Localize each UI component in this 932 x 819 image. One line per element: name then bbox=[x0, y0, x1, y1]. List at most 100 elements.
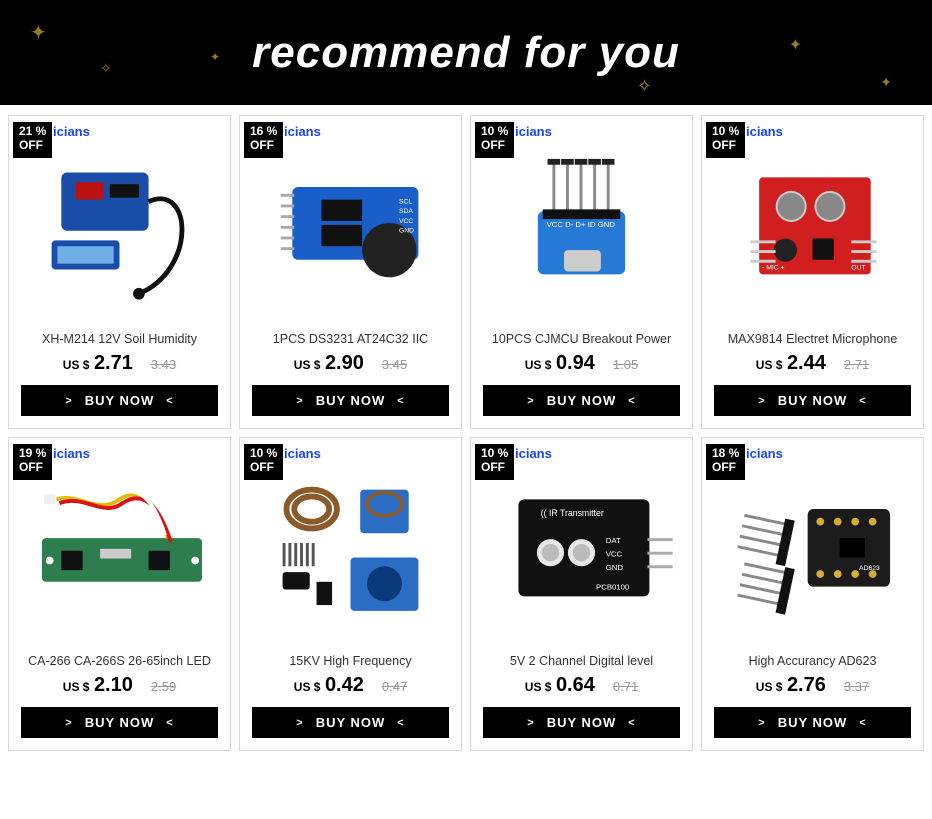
chevron-right-icon: > bbox=[758, 395, 765, 407]
svg-text:VCC: VCC bbox=[399, 218, 413, 225]
chevron-left-icon: < bbox=[397, 717, 404, 729]
currency-label: US $ bbox=[756, 358, 783, 372]
currency-label: US $ bbox=[756, 680, 783, 694]
product-card[interactable]: 18 % OFF icians AD623 High Accu bbox=[701, 437, 924, 751]
watermark-text: icians bbox=[746, 124, 783, 139]
off-label: OFF bbox=[250, 138, 274, 152]
current-price: US $ 2.44 bbox=[756, 352, 826, 375]
discount-badge: 10 % OFF bbox=[706, 122, 745, 158]
buy-label: BUY NOW bbox=[85, 715, 155, 730]
currency-label: US $ bbox=[525, 680, 552, 694]
chevron-left-icon: < bbox=[859, 395, 866, 407]
product-grid: 21 % OFF icians XH-M214 12V Soil Humidit… bbox=[0, 105, 932, 761]
price-value: 2.71 bbox=[94, 352, 133, 374]
price-row: US $ 0.64 0.71 bbox=[471, 672, 692, 707]
svg-text:AD623: AD623 bbox=[859, 565, 880, 572]
old-price: 0.71 bbox=[613, 679, 638, 694]
discount-badge: 10 % OFF bbox=[475, 444, 514, 480]
chevron-left-icon: < bbox=[859, 717, 866, 729]
chevron-right-icon: > bbox=[527, 395, 534, 407]
price-row: US $ 0.42 0.47 bbox=[240, 672, 461, 707]
banner-title: recommend for you bbox=[252, 28, 680, 78]
product-title[interactable]: CA-266 CA-266S 26-65inch LED bbox=[9, 648, 230, 672]
discount-value: 10 % bbox=[712, 124, 739, 138]
product-card[interactable]: 10 % OFF icians VCC D- D+ ID GND 10PCS C… bbox=[470, 115, 693, 429]
sparkle-icon: ✧ bbox=[637, 76, 652, 97]
buy-now-button[interactable]: > BUY NOW < bbox=[252, 707, 449, 738]
off-label: OFF bbox=[712, 460, 736, 474]
product-card[interactable]: 10 % OFF icians (( IR Transmitter DAT VC… bbox=[470, 437, 693, 751]
svg-text:SCL: SCL bbox=[399, 199, 412, 206]
product-card[interactable]: 19 % OFF icians CA-266 CA-266S 26-65inch… bbox=[8, 437, 231, 751]
currency-label: US $ bbox=[294, 680, 321, 694]
chevron-right-icon: > bbox=[296, 395, 303, 407]
product-title[interactable]: 10PCS CJMCU Breakout Power bbox=[471, 326, 692, 350]
watermark-text: icians bbox=[284, 446, 321, 461]
price-value: 2.90 bbox=[325, 352, 364, 374]
price-row: US $ 2.10 2.59 bbox=[9, 672, 230, 707]
buy-now-button[interactable]: > BUY NOW < bbox=[714, 707, 911, 738]
recommend-banner: ✦ ✧ ✦ ✧ ✦ ✦ recommend for you bbox=[0, 0, 932, 105]
product-title[interactable]: 5V 2 Channel Digital level bbox=[471, 648, 692, 672]
watermark-text: icians bbox=[746, 446, 783, 461]
buy-now-button[interactable]: > BUY NOW < bbox=[483, 385, 680, 416]
product-title[interactable]: 1PCS DS3231 AT24C32 IIC bbox=[240, 326, 461, 350]
buy-now-button[interactable]: > BUY NOW < bbox=[21, 707, 218, 738]
price-value: 2.44 bbox=[787, 352, 826, 374]
buy-now-button[interactable]: > BUY NOW < bbox=[714, 385, 911, 416]
price-row: US $ 2.44 2.71 bbox=[702, 350, 923, 385]
buy-label: BUY NOW bbox=[547, 393, 617, 408]
currency-label: US $ bbox=[63, 680, 90, 694]
watermark-text: icians bbox=[284, 124, 321, 139]
chevron-left-icon: < bbox=[628, 395, 635, 407]
buy-now-button[interactable]: > BUY NOW < bbox=[483, 707, 680, 738]
old-price: 3.37 bbox=[844, 679, 869, 694]
old-price: 2.71 bbox=[844, 357, 869, 372]
buy-label: BUY NOW bbox=[778, 715, 848, 730]
off-label: OFF bbox=[481, 460, 505, 474]
discount-value: 10 % bbox=[481, 446, 508, 460]
price-row: US $ 2.90 3.45 bbox=[240, 350, 461, 385]
off-label: OFF bbox=[19, 460, 43, 474]
discount-value: 21 % bbox=[19, 124, 46, 138]
price-value: 2.76 bbox=[787, 674, 826, 696]
buy-now-button[interactable]: > BUY NOW < bbox=[252, 385, 449, 416]
product-title[interactable]: 15KV High Frequency bbox=[240, 648, 461, 672]
product-card[interactable]: 10 % OFF icians 15KV High Frequency US $… bbox=[239, 437, 462, 751]
current-price: US $ 2.10 bbox=[63, 674, 133, 697]
current-price: US $ 0.42 bbox=[294, 674, 364, 697]
sparkle-icon: ✦ bbox=[210, 50, 220, 64]
discount-badge: 21 % OFF bbox=[13, 122, 52, 158]
buy-label: BUY NOW bbox=[316, 715, 386, 730]
discount-badge: 10 % OFF bbox=[475, 122, 514, 158]
buy-label: BUY NOW bbox=[85, 393, 155, 408]
current-price: US $ 2.76 bbox=[756, 674, 826, 697]
watermark-text: icians bbox=[515, 446, 552, 461]
sparkle-icon: ✦ bbox=[789, 35, 802, 55]
product-card[interactable]: 16 % OFF icians SCL SDA VCC GND 1PCS DS3… bbox=[239, 115, 462, 429]
product-card[interactable]: 10 % OFF icians - MIC + OUT MAX9814 Elec… bbox=[701, 115, 924, 429]
price-row: US $ 0.94 1.05 bbox=[471, 350, 692, 385]
product-title[interactable]: XH-M214 12V Soil Humidity bbox=[9, 326, 230, 350]
off-label: OFF bbox=[481, 138, 505, 152]
current-price: US $ 2.71 bbox=[63, 352, 133, 375]
svg-text:DAT: DAT bbox=[606, 536, 621, 545]
current-price: US $ 2.90 bbox=[294, 352, 364, 375]
chevron-left-icon: < bbox=[166, 717, 173, 729]
buy-now-button[interactable]: > BUY NOW < bbox=[21, 385, 218, 416]
sparkle-icon: ✧ bbox=[100, 60, 112, 77]
product-card[interactable]: 21 % OFF icians XH-M214 12V Soil Humidit… bbox=[8, 115, 231, 429]
old-price: 2.59 bbox=[151, 679, 176, 694]
svg-text:SDA: SDA bbox=[399, 208, 413, 215]
watermark-text: icians bbox=[515, 124, 552, 139]
price-value: 0.42 bbox=[325, 674, 364, 696]
old-price: 3.45 bbox=[382, 357, 407, 372]
product-title[interactable]: MAX9814 Electret Microphone bbox=[702, 326, 923, 350]
old-price: 1.05 bbox=[613, 357, 638, 372]
svg-text:PCB0100: PCB0100 bbox=[596, 583, 629, 592]
chevron-left-icon: < bbox=[628, 717, 635, 729]
discount-value: 10 % bbox=[481, 124, 508, 138]
price-value: 0.64 bbox=[556, 674, 595, 696]
discount-badge: 19 % OFF bbox=[13, 444, 52, 480]
product-title[interactable]: High Accurancy AD623 bbox=[702, 648, 923, 672]
